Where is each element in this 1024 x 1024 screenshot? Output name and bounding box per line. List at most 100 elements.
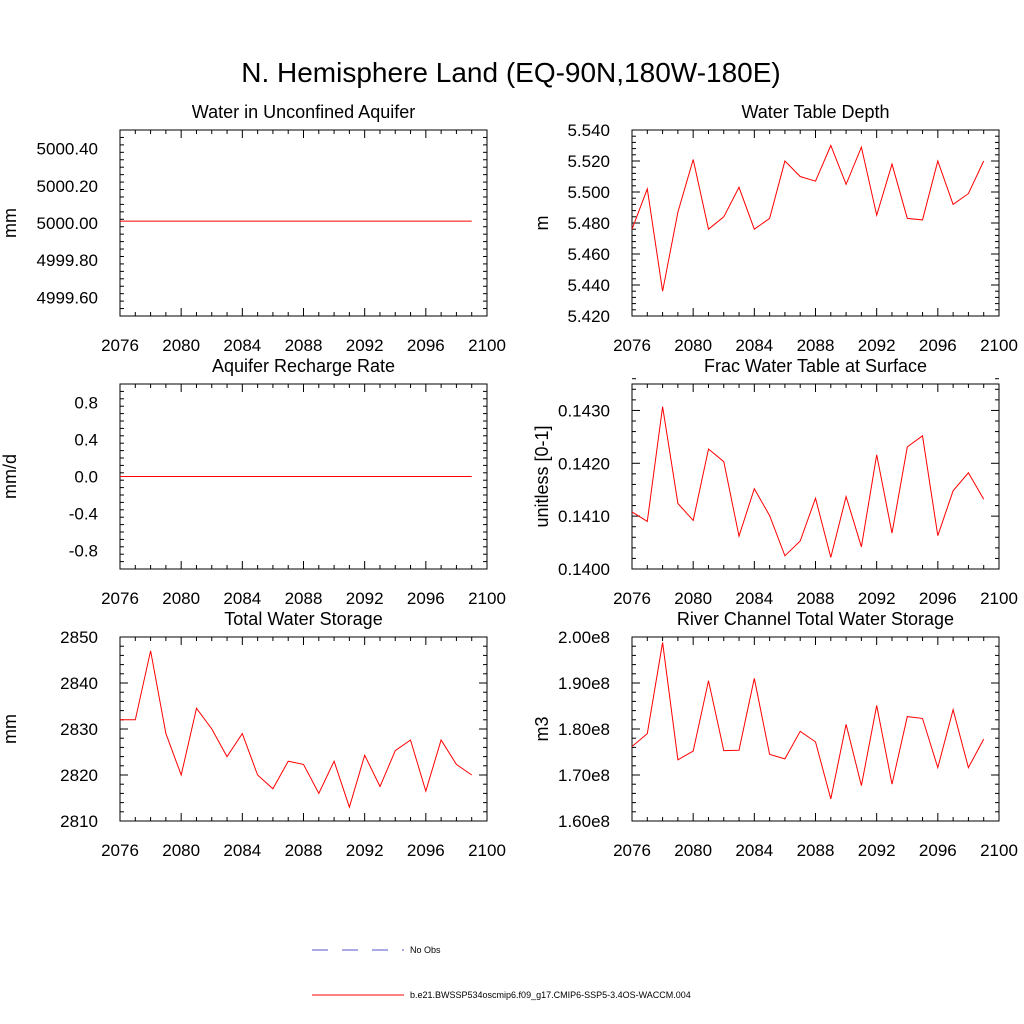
y-axis-label: mm [0,714,20,744]
plot-frame [119,129,488,317]
panel-title: Water in Unconfined Aquifer [192,102,415,122]
panel-title: River Channel Total Water Storage [677,609,954,629]
panel-title: Water Table Depth [741,102,889,122]
y-tick-label: 5.540 [567,121,610,140]
x-tick-label: 2100 [468,336,506,355]
x-tick-label: 2076 [101,336,139,355]
y-tick-label: 0.1420 [558,454,610,473]
x-tick-label: 2076 [613,841,651,860]
y-axis-label: mm/d [0,454,20,499]
y-axis-label: m [532,216,552,231]
y-tick-label: 5000.40 [37,140,98,159]
plot-frame [631,129,1000,317]
figure-title: N. Hemisphere Land (EQ-90N,180W-180E) [241,57,781,88]
y-tick-label: 0.8 [74,394,98,413]
panel-1: 2076 2080 2084 2088 2092 2096 2100 4999.60 4999.… [0,102,506,355]
x-tick-label: 2096 [919,841,957,860]
x-tick-label: 2092 [858,841,896,860]
y-tick-label: 5000.00 [37,214,98,233]
x-tick-label: 2080 [674,336,712,355]
y-tick-label: 5.460 [567,245,610,264]
x-tick-label: 2096 [407,336,445,355]
y-axis-label: mm [0,208,20,238]
x-tick-label: 2100 [980,841,1018,860]
y-tick-label: 2830 [60,720,98,739]
x-tick-label: 2088 [797,589,835,608]
y-tick-label: -0.4 [69,505,98,524]
y-tick-label: 5.520 [567,152,610,171]
x-tick-label: 2100 [980,336,1018,355]
panel-3: 2076 2080 2084 2088 2092 2096 2100 -0.8 -0.4 0.0 0… [0,356,506,608]
x-tick-label: 2088 [285,589,323,608]
y-axis-label: m3 [532,716,552,741]
plot-frame [631,383,1000,570]
y-tick-label: 0.1400 [558,560,610,579]
y-tick-label: 4999.80 [37,251,98,270]
x-tick-label: 2080 [674,841,712,860]
x-tick-label: 2100 [980,589,1018,608]
y-tick-label: -0.8 [69,542,98,561]
y-tick-label: 2810 [60,812,98,831]
series-line [631,642,985,800]
y-tick-label: 5.500 [567,183,610,202]
x-tick-label: 2084 [223,336,261,355]
x-tick-label: 2088 [285,336,323,355]
y-tick-label: 1.90e8 [558,674,610,693]
x-tick-label: 2088 [285,841,323,860]
y-tick-label: 2.00e8 [558,628,610,647]
plot-frame [119,636,488,822]
x-tick-label: 2096 [919,336,957,355]
legend-obs-label: No Obs [410,945,441,955]
x-tick-label: 2084 [735,841,773,860]
y-tick-label: 2850 [60,628,98,647]
x-tick-label: 2084 [735,589,773,608]
y-tick-label: 2840 [60,674,98,693]
panel-5: 2076 2080 2084 2088 2092 2096 2100 2810 2820 2830… [0,609,506,860]
series-line [631,406,985,558]
x-tick-label: 2088 [797,841,835,860]
y-tick-label: 1.70e8 [558,766,610,785]
y-tick-label: 0.1430 [558,401,610,420]
x-tick-label: 2076 [613,589,651,608]
y-axis-label: unitless [0-1] [532,425,552,527]
y-tick-label: 5.420 [567,307,610,326]
x-tick-label: 2080 [162,336,200,355]
x-tick-label: 2084 [223,589,261,608]
x-tick-label: 2092 [346,336,384,355]
plot-frame [631,636,1000,822]
legend: No Obs b.e21.BWSSP534oscmip6.f09_g17.CMI… [312,945,691,1000]
x-tick-label: 2080 [162,841,200,860]
panel-2: 2076 2080 2084 2088 2092 2096 2100 5.420 5.440 5.… [532,102,1018,355]
x-tick-label: 2092 [858,336,896,355]
y-tick-label: 2820 [60,766,98,785]
series-line [120,650,472,809]
panel-title: Total Water Storage [224,609,382,629]
x-tick-label: 2096 [407,841,445,860]
x-tick-label: 2076 [613,336,651,355]
legend-model-label: b.e21.BWSSP534oscmip6.f09_g17.CMIP6-SSP5… [410,990,691,1000]
y-tick-label: 0.4 [74,431,98,450]
x-tick-label: 2096 [919,589,957,608]
panel-4: 2076 2080 2084 2088 2092 2096 2100 0.1400 0.1410… [532,356,1018,608]
y-tick-label: 5.440 [567,276,610,295]
panel-6: 2076 2080 2084 2088 2092 2096 2100 1.60e8 1.70e8… [532,609,1018,860]
x-tick-label: 2100 [468,841,506,860]
x-tick-label: 2084 [735,336,773,355]
x-tick-label: 2096 [407,589,445,608]
x-tick-label: 2076 [101,841,139,860]
x-tick-label: 2088 [797,336,835,355]
series-line [631,144,985,292]
y-tick-label: 5000.20 [37,177,98,196]
x-tick-label: 2080 [162,589,200,608]
x-tick-label: 2076 [101,589,139,608]
x-tick-label: 2080 [674,589,712,608]
panel-title: Aquifer Recharge Rate [212,356,395,376]
y-tick-label: 4999.60 [37,288,98,307]
panel-title: Frac Water Table at Surface [704,356,927,376]
x-tick-label: 2092 [346,841,384,860]
y-tick-label: 1.60e8 [558,812,610,831]
x-tick-label: 2092 [858,589,896,608]
x-tick-label: 2084 [223,841,261,860]
y-tick-label: 5.480 [567,214,610,233]
